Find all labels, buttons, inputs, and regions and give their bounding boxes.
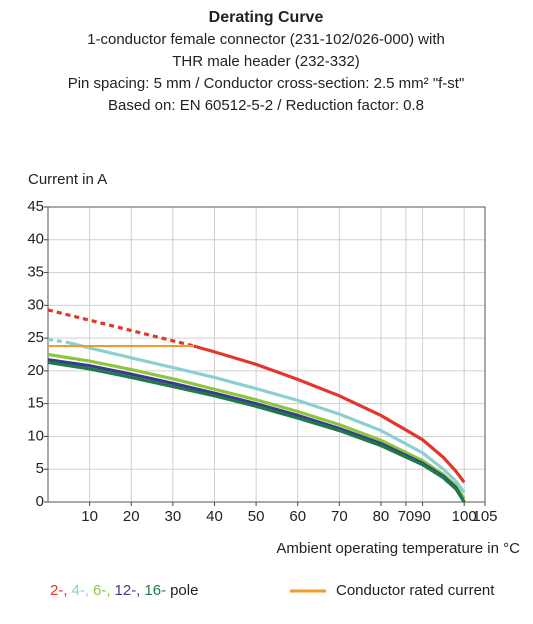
- y-tick-label: 25: [27, 329, 44, 346]
- x-tick-label: 30: [165, 508, 182, 525]
- x-tick-label: 70: [398, 508, 415, 525]
- y-tick-label: 20: [27, 362, 44, 379]
- chart-subtitle: THR male header (232-332): [172, 53, 360, 70]
- x-tick-label: 80: [373, 508, 390, 525]
- x-tick-label: 100: [452, 508, 477, 525]
- line: [68, 341, 466, 494]
- legend-label: 4-,: [72, 582, 90, 599]
- x-tick-label: 50: [248, 508, 265, 525]
- legend-label: 16-: [144, 582, 166, 599]
- dashed-line: [47, 337, 70, 345]
- legend-label: 6-,: [93, 582, 111, 599]
- dashed-line: [47, 308, 195, 348]
- line: [47, 360, 466, 503]
- legend-label: 12-,: [115, 582, 141, 599]
- y-tick-label: 40: [27, 231, 44, 248]
- x-tick-label: 20: [123, 508, 140, 525]
- x-axis-label: Ambient operating temperature in °C: [276, 540, 520, 557]
- x-tick-label: 10: [81, 508, 98, 525]
- chart-title: Derating Curve: [209, 9, 324, 26]
- y-tick-label: 0: [36, 493, 44, 510]
- x-tick-label: 40: [206, 508, 223, 525]
- y-tick-label: 10: [27, 427, 44, 444]
- line: [193, 344, 466, 484]
- legend-label: 2-,: [50, 582, 68, 599]
- x-tick-label: 60: [289, 508, 306, 525]
- y-tick-label: 30: [27, 296, 44, 313]
- chart-subtitle: 1-conductor female connector (231-102/02…: [87, 31, 445, 48]
- x-tick-label: 70: [331, 508, 348, 525]
- y-tick-label: 35: [27, 264, 44, 281]
- x-tick-label: 105: [472, 508, 497, 525]
- legend-label: pole: [170, 582, 198, 599]
- x-tick-label: 90: [414, 508, 431, 525]
- chart-subtitle: Based on: EN 60512-5-2 / Reduction facto…: [108, 97, 424, 114]
- legend-label: Conductor rated current: [336, 582, 495, 599]
- y-tick-label: 5: [36, 460, 44, 477]
- chart-subtitle: Pin spacing: 5 mm / Conductor cross-sect…: [68, 75, 465, 92]
- y-axis-label: Current in A: [28, 171, 107, 188]
- y-tick-label: 45: [27, 198, 44, 215]
- line: [47, 352, 466, 500]
- y-tick-label: 15: [27, 395, 44, 412]
